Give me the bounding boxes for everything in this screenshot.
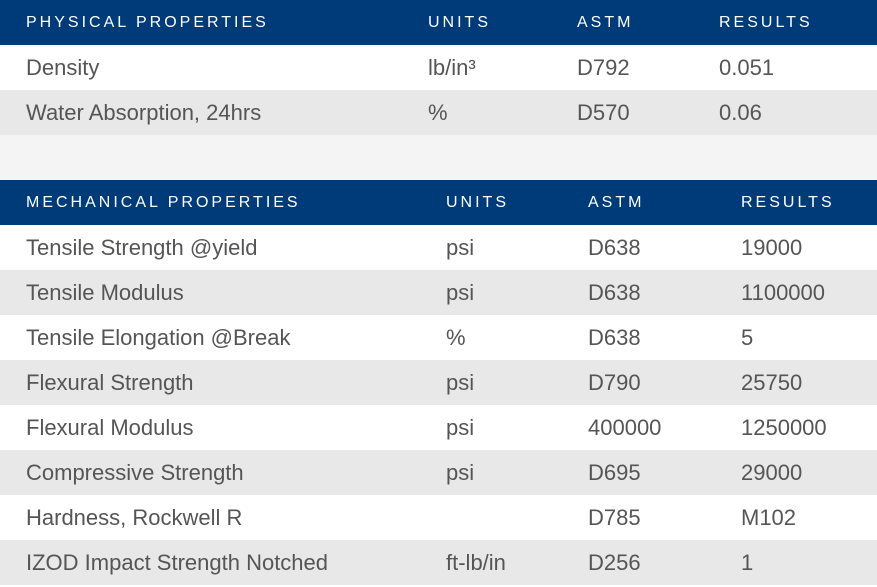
property-result: 1100000: [741, 270, 877, 315]
property-name: Water Absorption, 24hrs: [0, 90, 428, 135]
table-header-row: MECHANICAL PROPERTIES UNITS ASTM RESULTS: [0, 180, 877, 225]
column-header-property: MECHANICAL PROPERTIES: [0, 180, 446, 225]
property-result: 19000: [741, 225, 877, 270]
column-header-astm: ASTM: [577, 0, 719, 45]
table-row: Compressive Strength psi D695 29000: [0, 450, 877, 495]
property-name: Tensile Modulus: [0, 270, 446, 315]
table-row: Tensile Strength @yield psi D638 19000: [0, 225, 877, 270]
table-row: Hardness, Rockwell R D785 M102: [0, 495, 877, 540]
table-row: IZOD Impact Strength Notched ft-lb/in D2…: [0, 540, 877, 585]
property-units: psi: [446, 450, 588, 495]
property-result: M102: [741, 495, 877, 540]
property-astm: D256: [588, 540, 741, 585]
property-result: 29000: [741, 450, 877, 495]
property-result: 1: [741, 540, 877, 585]
column-header-units: UNITS: [446, 180, 588, 225]
table-row: Tensile Modulus psi D638 1100000: [0, 270, 877, 315]
property-units: psi: [446, 270, 588, 315]
property-astm: 400000: [588, 405, 741, 450]
physical-properties-table: PHYSICAL PROPERTIES UNITS ASTM RESULTS D…: [0, 0, 877, 135]
property-name: Compressive Strength: [0, 450, 446, 495]
property-units: ft-lb/in: [446, 540, 588, 585]
property-astm: D785: [588, 495, 741, 540]
property-units: psi: [446, 405, 588, 450]
property-units: lb/in³: [428, 45, 577, 90]
property-astm: D638: [588, 270, 741, 315]
property-name: Tensile Strength @yield: [0, 225, 446, 270]
property-astm: D790: [588, 360, 741, 405]
property-result: 5: [741, 315, 877, 360]
property-name: Tensile Elongation @Break: [0, 315, 446, 360]
property-result: 0.051: [719, 45, 877, 90]
column-header-astm: ASTM: [588, 180, 741, 225]
column-header-property: PHYSICAL PROPERTIES: [0, 0, 428, 45]
property-units: psi: [446, 360, 588, 405]
property-units: %: [446, 315, 588, 360]
column-header-results: RESULTS: [719, 0, 877, 45]
property-name: Hardness, Rockwell R: [0, 495, 446, 540]
property-name: Density: [0, 45, 428, 90]
property-units: psi: [446, 225, 588, 270]
section-spacer: [0, 135, 877, 180]
table-row: Tensile Elongation @Break % D638 5: [0, 315, 877, 360]
property-result: 0.06: [719, 90, 877, 135]
property-units: [446, 495, 588, 540]
table-row: Water Absorption, 24hrs % D570 0.06: [0, 90, 877, 135]
property-astm: D792: [577, 45, 719, 90]
property-astm: D695: [588, 450, 741, 495]
property-units: %: [428, 90, 577, 135]
property-name: Flexural Modulus: [0, 405, 446, 450]
property-result: 25750: [741, 360, 877, 405]
property-astm: D638: [588, 315, 741, 360]
column-header-results: RESULTS: [741, 180, 877, 225]
property-astm: D570: [577, 90, 719, 135]
property-result: 1250000: [741, 405, 877, 450]
column-header-units: UNITS: [428, 0, 577, 45]
property-name: IZOD Impact Strength Notched: [0, 540, 446, 585]
property-astm: D638: [588, 225, 741, 270]
table-row: Density lb/in³ D792 0.051: [0, 45, 877, 90]
table-row: Flexural Modulus psi 400000 1250000: [0, 405, 877, 450]
table-header-row: PHYSICAL PROPERTIES UNITS ASTM RESULTS: [0, 0, 877, 45]
property-name: Flexural Strength: [0, 360, 446, 405]
table-row: Flexural Strength psi D790 25750: [0, 360, 877, 405]
mechanical-properties-table: MECHANICAL PROPERTIES UNITS ASTM RESULTS…: [0, 180, 877, 585]
